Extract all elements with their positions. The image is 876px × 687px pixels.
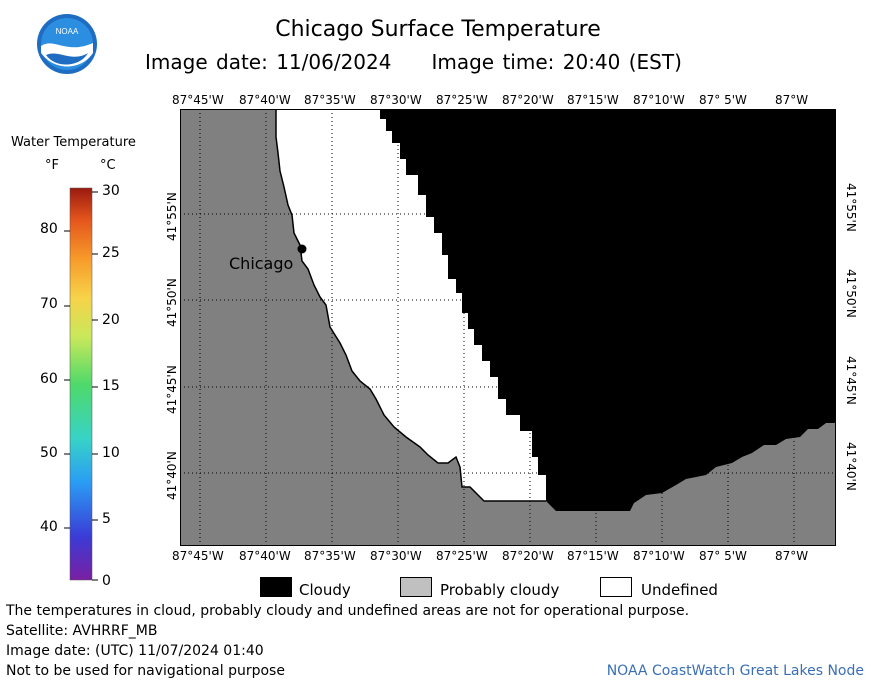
lon-label-top: 87°20'W [502, 93, 554, 107]
c-tick: 25 [102, 245, 120, 261]
c-tick: 20 [102, 312, 120, 328]
c-tick: 15 [102, 378, 120, 394]
lon-label-bottom: 87°25'W [436, 549, 488, 563]
undefined-region [276, 109, 546, 501]
lat-label-left: 41°40'N [165, 451, 179, 500]
navigation-warning: Not to be used for navigational purpose [6, 663, 285, 679]
c-tick: 0 [102, 573, 111, 589]
chicago-label: Chicago [229, 254, 293, 273]
image-date: Image date: 11/06/2024 [145, 50, 392, 74]
undefined-label: Undefined [641, 581, 718, 599]
image-datetime: Image date: 11/06/2024 Image time: 20:40 … [145, 50, 682, 74]
utc-date: Image date: (UTC) 11/07/2024 01:40 [6, 643, 264, 659]
shoreline [275, 109, 546, 502]
lat-label-left: 41°45'N [165, 365, 179, 414]
probably-cloudy-label: Probably cloudy [440, 581, 560, 599]
satellite-info: Satellite: AVHRRF_MB [6, 623, 158, 639]
lon-label-bottom: 87° 5'W [699, 549, 747, 563]
color-scale [64, 187, 98, 581]
cloudy-label: Cloudy [299, 581, 351, 599]
lat-label-left: 41°55'N [165, 192, 179, 241]
lon-label-bottom: 87°10'W [633, 549, 685, 563]
lon-label-top: 87°45'W [172, 93, 224, 107]
chicago-marker [297, 244, 307, 254]
f-tick: 40 [40, 519, 58, 535]
f-tick: 80 [40, 221, 58, 237]
page-title: Chicago Surface Temperature [275, 17, 601, 42]
operational-note: The temperatures in cloud, probably clou… [6, 603, 690, 619]
cloudy-swatch [260, 577, 292, 597]
lon-label-top: 87°10'W [633, 93, 685, 107]
lat-label-left: 41°50'N [165, 278, 179, 327]
c-tick: 30 [102, 183, 120, 199]
noaa-node-credit: NOAA CoastWatch Great Lakes Node [606, 663, 864, 679]
lon-label-top: 87°40'W [239, 93, 291, 107]
image-time: Image time: 20:40 (EST) [431, 50, 682, 74]
lon-label-bottom: 87°40'W [239, 549, 291, 563]
lon-label-bottom: 87°15'W [567, 549, 619, 563]
surface-temperature-map: Chicago [180, 109, 836, 546]
unit-fahrenheit: °F [45, 158, 59, 173]
lon-label-top: 87°15'W [567, 93, 619, 107]
lon-label-bottom: 87°W [775, 549, 809, 563]
unit-celsius: °C [100, 158, 116, 173]
lat-label-right: 41°50'N [844, 269, 858, 318]
lon-label-bottom: 87°45'W [172, 549, 224, 563]
lon-label-top: 87° 5'W [699, 93, 747, 107]
noaa-logo: NOAA [36, 13, 98, 79]
probably-cloudy-swatch [400, 577, 432, 597]
lon-label-top: 87°25'W [436, 93, 488, 107]
lon-label-top: 87°35'W [304, 93, 356, 107]
legend-title: Water Temperature [11, 135, 136, 150]
lon-label-top: 87°30'W [370, 93, 422, 107]
f-tick: 60 [40, 371, 58, 387]
lon-label-bottom: 87°35'W [304, 549, 356, 563]
f-tick: 70 [40, 296, 58, 312]
map-border [180, 109, 836, 546]
lat-label-right: 41°45'N [844, 356, 858, 405]
undefined-swatch [600, 577, 632, 597]
lon-label-bottom: 87°20'W [502, 549, 554, 563]
lat-label-right: 41°55'N [844, 183, 858, 232]
lat-lon-grid [180, 109, 836, 546]
f-tick: 50 [40, 445, 58, 461]
c-tick: 5 [102, 511, 111, 527]
lat-label-right: 41°40'N [844, 442, 858, 491]
color-scale-bar [69, 187, 93, 581]
cloudy-region [380, 109, 836, 511]
svg-text:NOAA: NOAA [56, 27, 79, 36]
lon-label-bottom: 87°30'W [370, 549, 422, 563]
lon-label-top: 87°W [775, 93, 809, 107]
c-tick: 10 [102, 445, 120, 461]
